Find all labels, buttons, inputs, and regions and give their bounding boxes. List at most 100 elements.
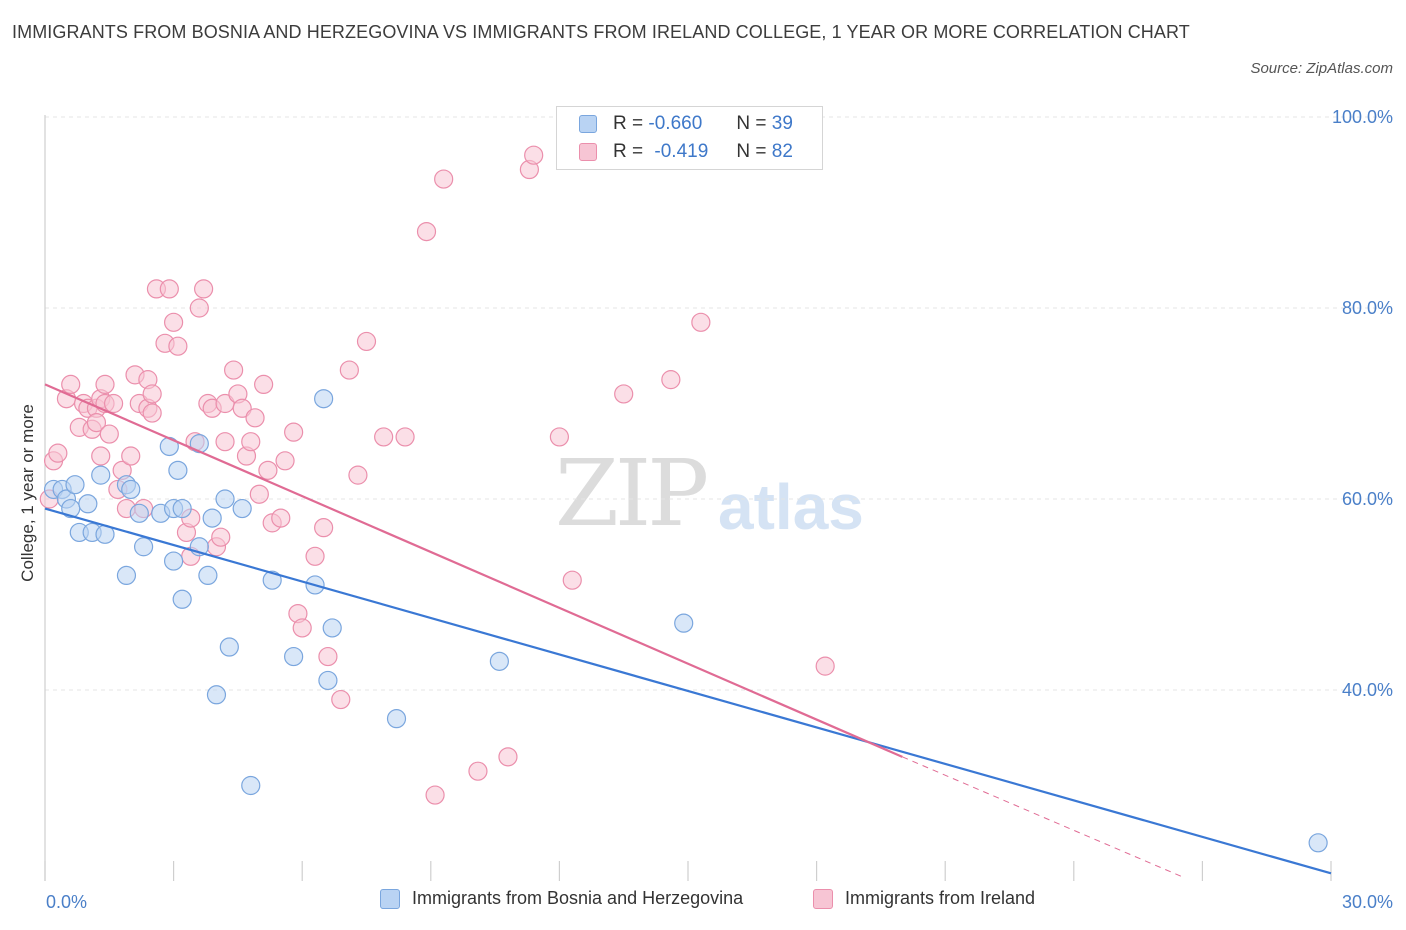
- data-point-ireland: [691, 312, 711, 332]
- data-point-bosnia: [65, 475, 85, 495]
- data-point-ireland: [168, 336, 188, 356]
- data-point-bosnia: [219, 637, 239, 657]
- legend-swatch-ireland: [579, 143, 597, 161]
- data-point-bosnia: [386, 709, 407, 729]
- legend-r-label: R =: [613, 141, 644, 162]
- data-point-ireland: [103, 393, 124, 414]
- data-point-bosnia: [322, 618, 342, 638]
- data-point-bosnia: [674, 613, 694, 633]
- watermark-atlas: atlas: [718, 471, 864, 543]
- data-point-bosnia: [129, 503, 149, 523]
- trend-lines: [44, 383, 1332, 877]
- y-tick-label: 100.0%: [1332, 107, 1393, 127]
- data-point-ireland: [61, 374, 81, 394]
- correlation-legend: R = -0.660 N = 39 R = -0.419 N = 82: [556, 106, 823, 170]
- legend-label-bosnia: Immigrants from Bosnia and Herzegovina: [412, 888, 744, 908]
- series-ireland-points: [39, 145, 835, 805]
- legend-r-label: R =: [613, 113, 644, 134]
- data-point-bosnia: [121, 479, 141, 500]
- trend-line-bosnia: [44, 507, 1332, 875]
- data-point-ireland: [661, 370, 681, 390]
- x-tick-label: 30.0%: [1342, 892, 1393, 912]
- data-point-ireland: [549, 427, 570, 447]
- trend-line-ireland: [44, 383, 903, 758]
- data-point-ireland: [99, 424, 119, 444]
- data-point-ireland: [416, 222, 437, 242]
- data-point-ireland: [468, 761, 488, 781]
- data-point-ireland: [271, 508, 291, 528]
- data-point-ireland: [95, 374, 115, 394]
- data-point-bosnia: [206, 685, 227, 705]
- data-point-bosnia: [215, 489, 235, 509]
- data-point-ireland: [348, 465, 368, 485]
- data-point-bosnia: [262, 570, 282, 590]
- data-point-bosnia: [168, 460, 188, 480]
- legend-n-label: N =: [736, 141, 767, 162]
- legend-n-value: 39: [771, 113, 793, 134]
- data-point-ireland: [189, 298, 209, 318]
- data-point-ireland: [159, 279, 179, 299]
- data-point-ireland: [356, 331, 377, 352]
- legend-row-ireland: R = -0.419 N = 82: [579, 140, 793, 164]
- data-point-ireland: [194, 279, 214, 299]
- y-tick-label: 60.0%: [1342, 489, 1393, 509]
- watermark-zip: ZIP: [555, 440, 709, 547]
- chart-title: IMMIGRANTS FROM BOSNIA AND HERZEGOVINA V…: [12, 22, 1190, 42]
- data-point-ireland: [164, 312, 184, 332]
- series-bosnia-points: [43, 389, 1328, 853]
- data-point-ireland: [86, 413, 107, 433]
- data-point-ireland: [48, 443, 68, 463]
- data-point-ireland: [339, 360, 359, 380]
- data-point-ireland: [425, 785, 445, 805]
- tick-labels: 100.0% 80.0% 60.0% 40.0% 0.0% 30.0%: [46, 107, 1393, 912]
- data-point-ireland: [245, 408, 265, 428]
- legend-item-ireland[interactable]: Immigrants from Ireland: [813, 888, 1035, 909]
- legend-n-value: 82: [771, 141, 793, 162]
- data-point-bosnia: [189, 434, 209, 454]
- data-point-bosnia: [284, 646, 304, 667]
- data-point-bosnia: [172, 498, 192, 519]
- data-point-ireland: [395, 427, 415, 447]
- data-point-ireland: [314, 518, 334, 538]
- legend-item-bosnia[interactable]: Immigrants from Bosnia and Herzegovina: [380, 888, 743, 909]
- data-point-bosnia: [198, 565, 218, 586]
- data-point-bosnia: [318, 670, 338, 691]
- trend-line-ireland-extrapolated: [902, 756, 1182, 877]
- legend-label-ireland: Immigrants from Ireland: [845, 888, 1036, 908]
- legend-swatch-ireland: [813, 888, 833, 909]
- data-point-ireland: [318, 646, 338, 667]
- data-point-bosnia: [116, 565, 137, 586]
- data-point-ireland: [91, 446, 111, 466]
- data-point-ireland: [292, 618, 312, 638]
- data-point-ireland: [142, 403, 162, 423]
- legend-swatch-bosnia: [380, 888, 400, 909]
- data-point-bosnia: [489, 651, 509, 671]
- data-point-ireland: [241, 432, 261, 452]
- data-point-ireland: [224, 360, 244, 380]
- y-tick-label: 40.0%: [1342, 680, 1393, 700]
- data-point-bosnia: [314, 389, 334, 409]
- data-point-bosnia: [232, 498, 252, 519]
- data-point-ireland: [211, 527, 231, 547]
- legend-r-value: -0.660: [648, 113, 703, 134]
- data-point-bosnia: [241, 775, 261, 796]
- data-point-ireland: [232, 398, 252, 418]
- x-tick-label: 0.0%: [46, 892, 87, 912]
- source-label: Source: ZipAtlas.com: [1250, 60, 1393, 77]
- y-tick-label: 80.0%: [1342, 298, 1393, 318]
- data-point-ireland: [121, 446, 141, 466]
- data-point-ireland: [815, 656, 835, 676]
- data-point-ireland: [284, 422, 304, 442]
- data-point-ireland: [258, 460, 278, 480]
- data-point-ireland: [562, 570, 582, 590]
- data-point-ireland: [374, 427, 394, 447]
- data-point-ireland: [254, 374, 274, 394]
- data-point-ireland: [249, 484, 269, 504]
- data-point-bosnia: [91, 465, 111, 485]
- series-legend: Immigrants from Bosnia and Herzegovina I…: [0, 888, 1406, 916]
- data-point-ireland: [142, 384, 162, 404]
- data-point-bosnia: [133, 537, 154, 557]
- data-point-ireland: [498, 747, 518, 767]
- axes: [44, 115, 1332, 881]
- data-point-ireland: [305, 546, 325, 566]
